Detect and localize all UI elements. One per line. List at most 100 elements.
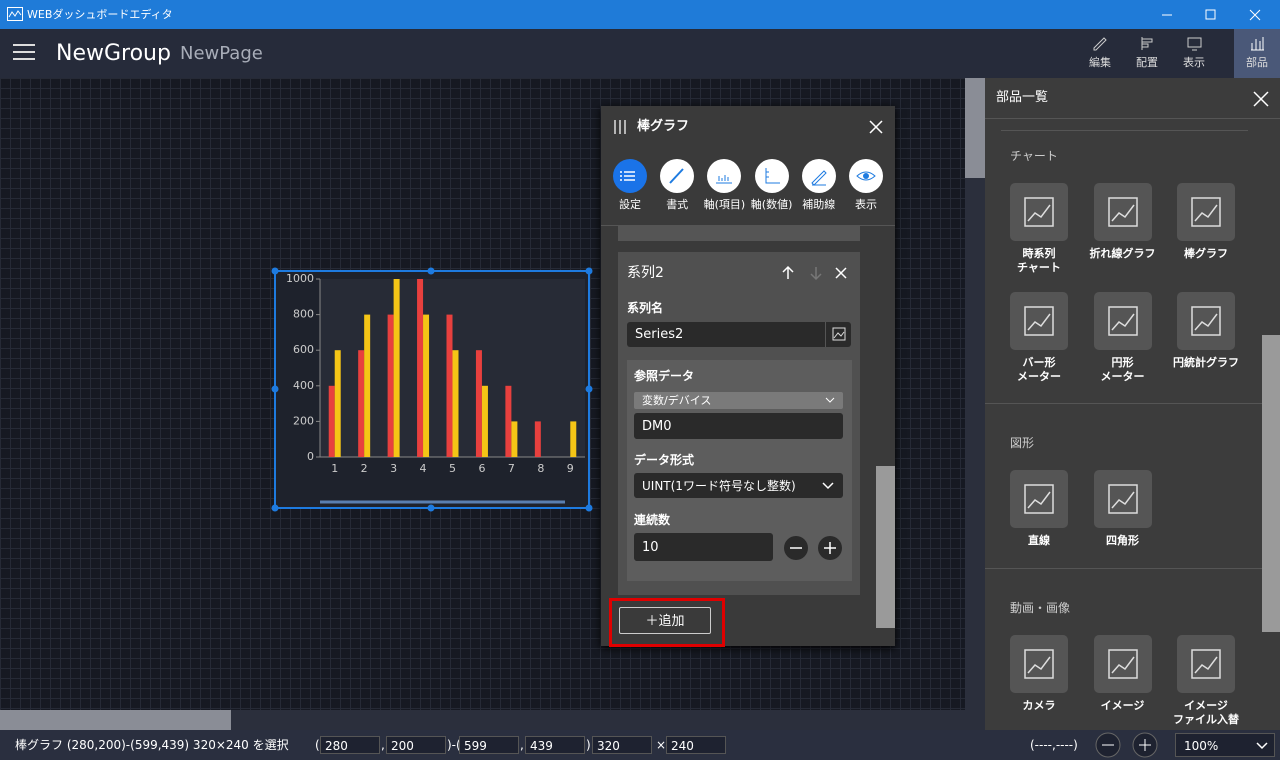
dialog-icon [614,120,626,134]
part-label: メーター [1100,370,1145,383]
part-item[interactable] [1010,470,1068,528]
window-title: WEBダッシュボードエディタ [27,8,173,21]
part-label: イメージ [1184,699,1228,712]
resize-handle[interactable] [271,385,279,393]
x2-input[interactable]: 599 [459,736,519,754]
bar-chart-widget[interactable]: 0 200 400 600 800 1000 1 2 3 4 5 6 7 8 9 [270,266,595,514]
tool-button[interactable]: 部品 [1246,56,1268,69]
bar [358,350,365,457]
y-tick-label: 0 [307,450,314,463]
v-scroll-thumb[interactable] [965,78,985,178]
dialog-scroll-thumb[interactable] [876,466,895,628]
panel-scroll-thumb[interactable] [1262,335,1280,632]
status-sep: , [381,738,385,752]
part-item[interactable] [1177,635,1235,693]
dialog-close[interactable] [869,120,883,134]
format-select[interactable]: UINT(1ワード符号なし整数) [634,473,843,498]
count-stepper[interactable] [784,535,846,561]
divider [1001,130,1248,131]
group-name[interactable]: NewGroup [56,41,171,66]
tab-icon[interactable] [801,159,836,193]
resize-handle[interactable] [427,504,435,512]
tab-label[interactable]: 補助線 [802,198,836,211]
pick-button[interactable] [825,322,852,347]
x-tick-label: 1 [331,462,338,475]
part-item[interactable] [1093,292,1152,350]
part-item[interactable] [1093,470,1152,528]
ref-input[interactable]: DM0 [634,413,843,439]
page-name[interactable]: NewPage [180,43,263,64]
resize-handle[interactable] [585,504,593,512]
y2-input[interactable]: 439 [525,736,585,754]
field-label: 参照データ [634,369,695,383]
zoom-select[interactable]: 100% [1175,733,1275,757]
part-item[interactable] [1177,183,1235,241]
w-input[interactable]: 320 [592,736,652,754]
tool-button[interactable]: 編集 [1089,56,1111,69]
name-input[interactable]: Series2 [627,322,851,347]
tool-button[interactable]: 表示 [1183,56,1205,69]
resize-handle[interactable] [427,267,435,275]
tool-icon [1187,37,1202,51]
part-label: イメージ [1100,699,1145,712]
panel-close[interactable] [1253,91,1269,107]
part-label: バー形 [1022,356,1056,369]
part-label: チャート [1017,261,1061,274]
x-tick-label: 7 [508,462,515,475]
tab-icon[interactable] [707,159,742,193]
bar [481,385,488,457]
bar [452,350,459,457]
y-tick-label: 1000 [286,272,314,285]
tab-label[interactable]: 書式 [666,198,689,211]
add-button[interactable]: ＋追加 [619,607,711,634]
bar [505,385,512,457]
status-sep: ) [586,738,591,752]
part-item[interactable] [1010,635,1068,693]
part-item[interactable] [1093,183,1152,241]
ref-type-select[interactable]: 変数/デバイス [634,392,843,409]
y-tick-label: 200 [293,414,314,427]
part-item[interactable] [1093,635,1152,693]
ref-box: 参照データ 変数/デバイス DM0 データ形式 UINT(1ワード符号なし整数)… [627,360,852,581]
menu-button[interactable] [13,43,35,61]
bar [328,385,335,457]
bar [393,279,400,457]
active-tool-bg [1234,29,1280,78]
h-scrollbar[interactable] [0,710,965,730]
count-input[interactable]: 10 [634,533,773,561]
tab-icon[interactable] [754,159,789,193]
resize-handle[interactable] [585,385,593,393]
resize-handle[interactable] [585,267,593,275]
tab-label[interactable]: 設定 [619,198,641,211]
tool-icon [1251,37,1264,51]
resize-handle[interactable] [271,504,279,512]
tool-icon [1141,37,1153,50]
part-label: カメラ [1022,699,1056,712]
part-item[interactable] [1010,292,1068,350]
resize-handle[interactable] [271,267,279,275]
dialog-scrollbar[interactable] [876,226,895,628]
y1-input[interactable]: 200 [386,736,446,754]
part-item[interactable] [1177,292,1235,350]
v-scrollbar[interactable] [965,78,985,730]
h-input[interactable]: 240 [666,736,726,754]
part-label: 時系列 [1022,247,1056,260]
tab-icon[interactable] [613,159,647,193]
tab-icon[interactable] [660,159,695,193]
input-value: Series2 [635,327,684,342]
tab-icon[interactable] [849,159,883,193]
h-scroll-thumb[interactable] [0,710,231,730]
x-tick-label: 8 [537,462,544,475]
tool-button[interactable]: 配置 [1136,56,1158,69]
part-item[interactable] [1010,183,1068,241]
x-tick-label: 3 [390,462,397,475]
tab-label[interactable]: 表示 [855,198,877,211]
highlight [609,598,725,647]
window-controls[interactable] [1150,0,1280,29]
zoom-buttons[interactable] [1095,732,1161,758]
series-actions[interactable] [780,265,852,281]
status-sep: × [656,738,667,752]
tab-label[interactable]: 軸(数値) [750,198,793,211]
tab-label[interactable]: 軸(項目) [703,198,746,211]
x1-input[interactable]: 280 [320,736,380,754]
